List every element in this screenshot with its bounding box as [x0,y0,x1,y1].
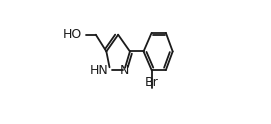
Text: Br: Br [145,76,159,89]
Text: N: N [120,64,129,77]
Text: HO: HO [63,28,82,41]
Text: HN: HN [90,64,109,77]
